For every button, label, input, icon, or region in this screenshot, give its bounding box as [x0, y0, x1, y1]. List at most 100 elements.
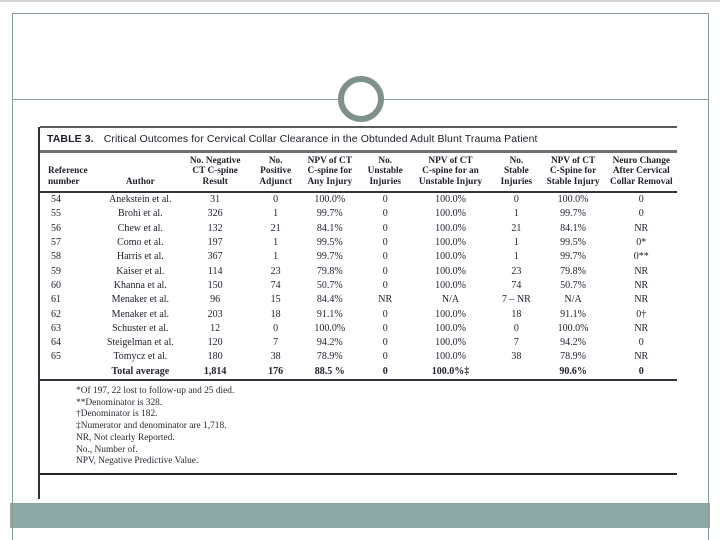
table-cell: 64: [51, 337, 61, 349]
table-cell: 99.7%: [316, 208, 343, 220]
table-cell: 61: [51, 294, 61, 306]
column-header: NPV of CT C-spine for an Unstable Injury: [418, 155, 483, 188]
table-cell: 78.9%: [560, 351, 587, 363]
table-cell: 132: [207, 222, 223, 234]
table-cell: [492, 365, 540, 380]
outcomes-table: Reference number Author No. Negative CT C-…: [40, 153, 677, 381]
table-cell: 0: [513, 322, 519, 334]
table-cell: NR: [634, 294, 649, 306]
table-cell: 0: [382, 208, 388, 220]
table-row: 56 Chew et al. 132 21 84.1% 0 100.0% 21 84.1% NR: [40, 222, 677, 236]
table-cell: 100.0%: [314, 322, 346, 334]
table-cell: 100.0%: [435, 279, 466, 291]
table-cell: Menaker et al.: [111, 294, 170, 306]
table-row: 57 Como et al. 197 1 99.5% 0 100.0% 1 99.5% 0*: [40, 236, 677, 250]
table-cell: 100.0%‡: [431, 365, 470, 377]
table-cell: 63: [51, 322, 61, 334]
table-cell: 0†: [636, 308, 647, 320]
footnote-line: No., Number of.: [76, 444, 138, 455]
table-caption: TABLE 3. Critical Outcomes for Cervical C…: [40, 128, 677, 150]
table-cell: 18: [511, 308, 522, 320]
table-row: 60 Khanna et al. 150 74 50.7% 0 100.0% 74 50.7% N…: [40, 279, 677, 293]
footnote-line: NR, Not clearly Reported.: [76, 432, 175, 443]
table-cell: 0: [273, 322, 279, 334]
table-cell: 99.5%: [316, 237, 343, 249]
table-cell: 91.1%: [316, 308, 343, 320]
table-cell: 60: [51, 279, 61, 291]
table-cell: 50.7%: [560, 279, 587, 291]
scan-left-edge: [38, 127, 40, 499]
table-cell: 203: [207, 308, 223, 320]
table-row: 63 Schuster et al. 12 0 100.0% 0 100.0% 0 100.0%…: [40, 322, 677, 336]
table-cell: 0: [382, 251, 388, 263]
table-cell: 100.0%: [435, 351, 466, 363]
table-cell: 99.7%: [560, 208, 587, 220]
table-cell: N/A: [441, 294, 460, 306]
table-cell: 0: [382, 237, 388, 249]
table-cell: 59: [51, 265, 61, 277]
table-cell: 84.4%: [316, 294, 343, 306]
table-cell: 57: [51, 237, 61, 249]
table-top-rule: [40, 126, 677, 128]
table-cell: 100.0%: [435, 308, 466, 320]
table-cell: 120: [207, 337, 223, 349]
column-header: No. Stable Injuries: [500, 155, 533, 188]
table-cell: 0: [638, 208, 644, 220]
table-cell: 65: [51, 351, 61, 363]
table-cell: 7: [513, 337, 519, 349]
footnote-line: **Denominator is 328.: [76, 397, 163, 408]
table-cell: 100.0%: [557, 194, 589, 206]
table-cell: 0**: [633, 251, 649, 263]
table-cell: 176: [268, 365, 284, 377]
table-cell: Chew et al.: [117, 222, 163, 234]
table-cell: Kaiser et al.: [116, 265, 165, 277]
table-cell: Steigelman et al.: [106, 337, 174, 349]
table-cell: 74: [270, 279, 281, 291]
table-row: 65 Tomycz et al. 180 38 78.9% 0 100.0% 38 78.9% N…: [40, 350, 677, 364]
table-cell: Brohi et al.: [117, 208, 163, 220]
table-cell: NR: [634, 322, 649, 334]
table-cell: 23: [270, 265, 281, 277]
table-cell: 1: [513, 208, 519, 220]
table-cell: 21: [511, 222, 522, 234]
column-header: No. Unstable Injuries: [367, 155, 403, 188]
table-row: 55 Brohi et al. 326 1 99.7% 0 100.0% 1 99.7% 0: [40, 207, 677, 221]
table-cell: 100.0%: [557, 322, 589, 334]
table-bottom-rule: [40, 472, 677, 476]
table-cell: 0*: [636, 237, 647, 249]
table-cell: Khanna et al.: [113, 279, 167, 291]
table-cell: 100.0%: [435, 251, 466, 263]
table-cell: 7 – NR: [501, 294, 531, 306]
table-cell: 38: [511, 351, 522, 363]
table-row: 64 Steigelman et al. 120 7 94.2% 0 100.0% 7 94.2…: [40, 336, 677, 350]
table-cell: NR: [378, 294, 393, 306]
table-cell: 100.0%: [435, 322, 466, 334]
table-cell: 18: [270, 308, 281, 320]
table-cell: 94.2%: [560, 337, 587, 349]
table-cell: 74: [511, 279, 522, 291]
table-cell: 150: [207, 279, 223, 291]
footnote-line: NPV, Negative Predictive Value.: [76, 456, 199, 467]
table-row: 58 Harris et al. 367 1 99.7% 0 100.0% 1 99.7% 0**: [40, 250, 677, 264]
table-cell: NR: [634, 222, 649, 234]
table-cell: 0: [382, 365, 388, 377]
scanned-table-figure: TABLE 3. Critical Outcomes for Cervical C…: [40, 126, 677, 476]
footnote-line: *Of 197, 22 lost to follow-up and 25 die…: [76, 385, 235, 396]
column-header: NPV of CT C-spine for Any Injury: [307, 155, 353, 188]
table-cell: Schuster et al.: [112, 322, 169, 334]
table-cell: 78.9%: [316, 351, 343, 363]
table-cell: 0: [273, 194, 279, 206]
table-cell: 0: [382, 351, 388, 363]
table-cell: 54: [51, 194, 61, 206]
table-row: 62 Menaker et al. 203 18 91.1% 0 100.0% 18 91.1%…: [40, 308, 677, 322]
table-cell: Menaker et al.: [111, 308, 170, 320]
table-cell: 99.7%: [316, 251, 343, 263]
table-cell: 99.7%: [560, 251, 587, 263]
table-cell: 21: [270, 222, 281, 234]
table-cell: 15: [270, 294, 281, 306]
column-header: No. Positive Adjunct: [259, 155, 292, 188]
total-row: Total average 1,814 176 88.5 % 0 100.0%‡ 90.6%…: [40, 365, 677, 380]
table-row: 61 Menaker et al. 96 15 84.4% NR N/A 7 – NR N/A N…: [40, 293, 677, 307]
table-cell: N/A: [564, 294, 582, 306]
